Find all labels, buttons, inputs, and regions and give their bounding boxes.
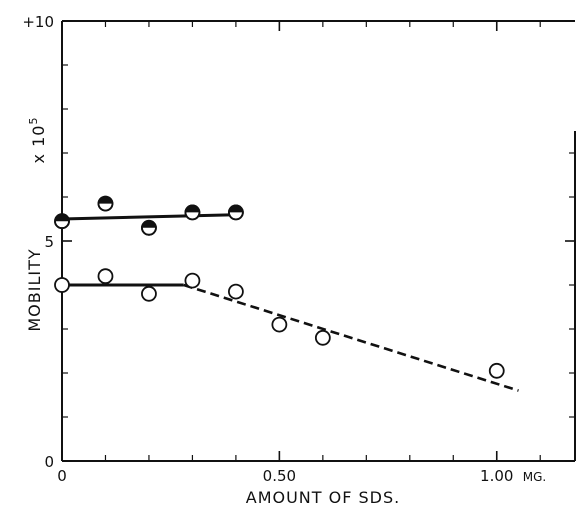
x-tick-label: 0.50 (263, 467, 296, 485)
y-axis-scale-base: x 10 (29, 125, 48, 164)
series-1-point (97, 195, 114, 212)
series-2-dashed-line (183, 283, 519, 392)
axis-ticks (61, 20, 575, 462)
data-points (54, 195, 505, 379)
series-2-point (54, 277, 70, 293)
x-tick-label: 1.00 (480, 467, 513, 485)
series-1-point (227, 204, 244, 221)
y-tick-label: 5 (44, 233, 54, 251)
series-2-point (184, 272, 201, 289)
x-unit-label: MG. (523, 470, 546, 484)
y-tick-label: +10 (22, 13, 54, 31)
series-1-point (54, 213, 70, 230)
series-1-point (141, 219, 157, 236)
y-tick-label: 0 (44, 453, 54, 471)
tick-labels: 0 5 +10 0 0.50 1.00 MG. (22, 13, 546, 485)
series-1-point (184, 204, 201, 221)
y-axis-title: MOBILITY (25, 248, 44, 331)
series-2-point (141, 285, 157, 302)
x-axis-title: AMOUNT OF SDS. (246, 488, 400, 507)
series-2-point (97, 268, 114, 285)
x-tick-label: 0 (57, 467, 67, 485)
plot-frame (61, 20, 576, 462)
y-axis-scale-exponent: 5 (27, 117, 40, 125)
series-2-point (227, 283, 244, 300)
series-1-solid-line (61, 213, 241, 221)
series-2-point (314, 329, 331, 346)
y-axis-scale-label: x 105 (27, 117, 48, 164)
fit-lines (61, 213, 519, 392)
series-2-point (271, 316, 288, 333)
series-2-point (488, 362, 505, 379)
